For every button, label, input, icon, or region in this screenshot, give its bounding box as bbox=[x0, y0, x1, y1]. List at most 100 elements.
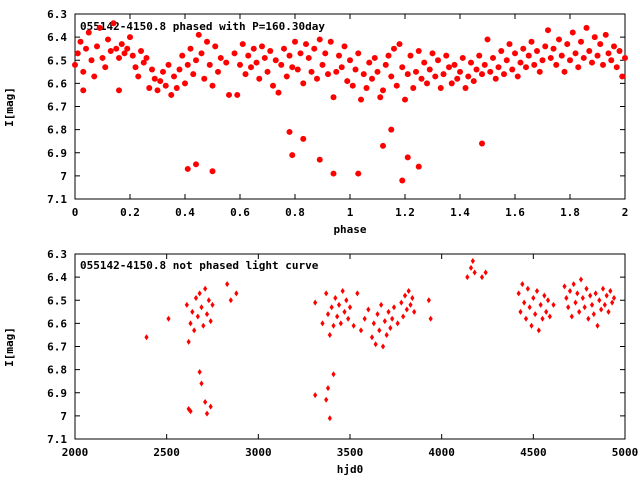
y-tick-label: 6.4 bbox=[47, 271, 67, 284]
data-point bbox=[316, 156, 323, 163]
data-point bbox=[516, 290, 521, 297]
data-point bbox=[352, 66, 359, 73]
data-point bbox=[619, 73, 626, 80]
data-point bbox=[363, 85, 370, 91]
data-point bbox=[558, 52, 565, 59]
data-point bbox=[572, 50, 579, 57]
data-point bbox=[80, 68, 87, 75]
data-point bbox=[234, 290, 239, 297]
data-point bbox=[608, 57, 615, 64]
data-point bbox=[406, 288, 411, 294]
data-point bbox=[102, 64, 109, 71]
data-point bbox=[314, 75, 320, 82]
y-tick-label: 7.1 bbox=[47, 193, 67, 206]
y-tick-label: 6.7 bbox=[47, 341, 67, 354]
data-point bbox=[523, 315, 529, 322]
data-point bbox=[401, 313, 406, 320]
data-point bbox=[231, 50, 238, 57]
data-point bbox=[503, 57, 510, 64]
data-point bbox=[313, 392, 318, 399]
data-point bbox=[432, 73, 439, 80]
data-point bbox=[553, 61, 560, 68]
data-point bbox=[470, 78, 477, 85]
data-point bbox=[586, 48, 593, 54]
data-point bbox=[135, 73, 142, 80]
data-point bbox=[597, 297, 602, 304]
data-point bbox=[476, 52, 483, 59]
data-point bbox=[110, 20, 117, 27]
data-point bbox=[562, 283, 567, 290]
data-point bbox=[96, 24, 103, 31]
data-point bbox=[300, 135, 307, 142]
data-point bbox=[384, 331, 389, 338]
data-point bbox=[396, 41, 403, 48]
data-point bbox=[151, 75, 158, 82]
data-point bbox=[327, 38, 334, 45]
data-point bbox=[331, 322, 336, 329]
data-point bbox=[547, 54, 554, 61]
data-point bbox=[210, 301, 215, 308]
data-point bbox=[162, 82, 169, 89]
data-points-bottom bbox=[144, 257, 617, 422]
data-point bbox=[281, 45, 287, 52]
data-point bbox=[77, 38, 84, 45]
data-point bbox=[421, 59, 428, 66]
x-tick-label: 0 bbox=[72, 206, 79, 219]
y-tick-label: 6.8 bbox=[47, 364, 67, 377]
data-point bbox=[204, 410, 210, 417]
data-point bbox=[371, 320, 376, 327]
data-point bbox=[529, 322, 534, 329]
data-point bbox=[566, 304, 571, 311]
data-point bbox=[599, 306, 604, 313]
data-point bbox=[195, 313, 200, 320]
data-point bbox=[578, 38, 584, 45]
data-point bbox=[586, 315, 591, 322]
x-tick-label: 1 bbox=[347, 206, 354, 219]
data-point bbox=[341, 43, 348, 50]
y-tick-label: 6.6 bbox=[47, 77, 67, 90]
data-point bbox=[132, 64, 139, 71]
data-point bbox=[197, 290, 202, 297]
data-point bbox=[390, 315, 395, 322]
data-point bbox=[80, 87, 87, 94]
x-tick-label: 2500 bbox=[153, 446, 180, 459]
data-point bbox=[329, 304, 334, 311]
data-point bbox=[578, 276, 584, 283]
data-point bbox=[275, 89, 282, 96]
data-point bbox=[347, 304, 353, 311]
data-point bbox=[386, 308, 391, 315]
data-point bbox=[300, 80, 307, 87]
data-point bbox=[204, 38, 210, 45]
data-point bbox=[517, 59, 524, 66]
data-point bbox=[333, 294, 338, 301]
data-point bbox=[324, 290, 329, 297]
x-tick-label: 0.2 bbox=[120, 206, 140, 219]
data-point bbox=[545, 297, 551, 304]
data-point bbox=[289, 64, 296, 71]
data-point bbox=[199, 304, 204, 311]
data-point bbox=[212, 43, 219, 50]
data-point bbox=[204, 311, 210, 318]
data-point bbox=[440, 71, 447, 78]
data-point bbox=[582, 304, 587, 311]
data-point bbox=[270, 82, 276, 89]
data-point bbox=[569, 29, 576, 36]
data-point bbox=[358, 96, 364, 103]
data-point bbox=[429, 50, 436, 57]
data-point bbox=[226, 91, 232, 98]
data-point bbox=[470, 257, 475, 264]
data-point bbox=[382, 61, 389, 68]
data-point bbox=[540, 315, 545, 322]
data-point bbox=[426, 297, 431, 304]
data-point bbox=[595, 322, 600, 329]
data-point bbox=[589, 59, 595, 66]
data-point bbox=[190, 71, 197, 78]
data-point bbox=[121, 50, 128, 57]
data-point bbox=[520, 281, 525, 288]
data-point bbox=[459, 54, 466, 61]
data-point bbox=[193, 294, 199, 301]
data-point bbox=[217, 54, 224, 61]
data-point bbox=[544, 308, 549, 315]
y-tick-label: 6.9 bbox=[47, 147, 67, 160]
